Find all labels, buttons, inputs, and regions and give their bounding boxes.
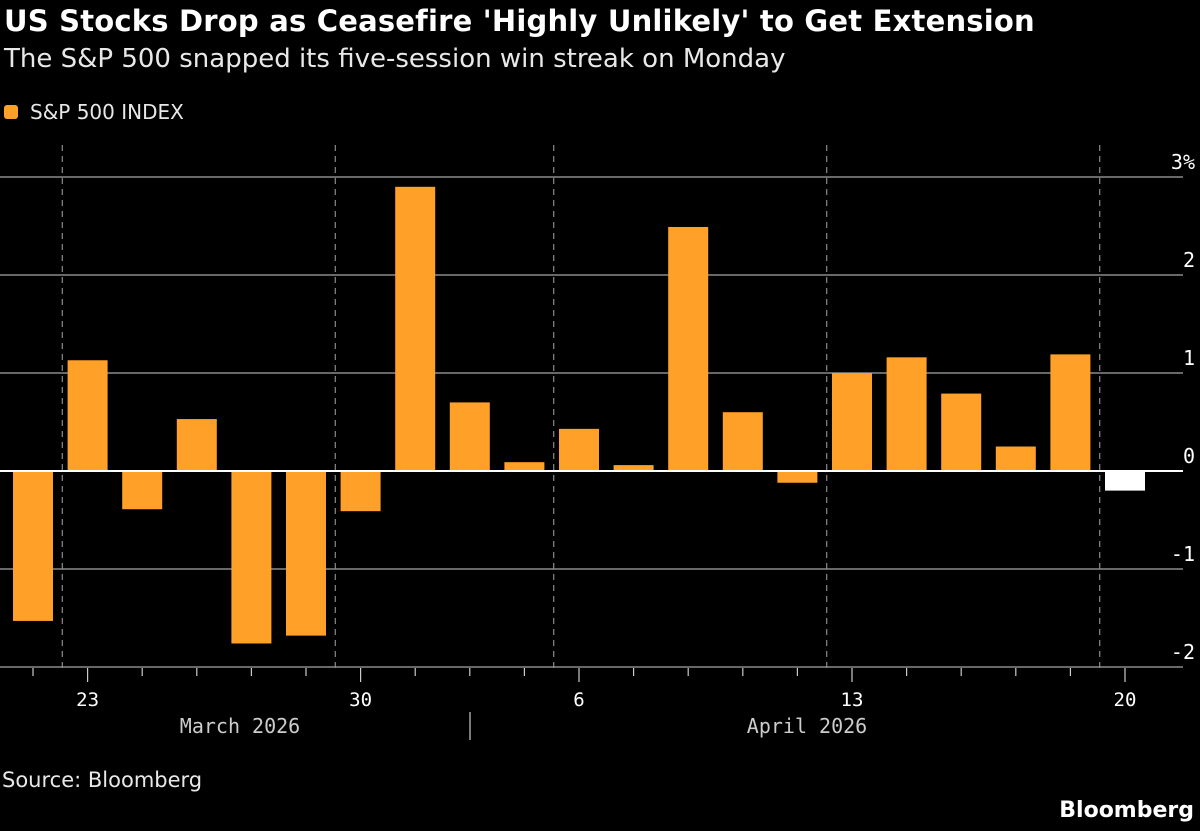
y-tick-label: 0: [1183, 444, 1195, 468]
bar-2026-03-30: [340, 471, 381, 512]
bar-2026-04-13: [832, 373, 872, 471]
bar-2026-03-24: [122, 471, 163, 510]
source-note: Source: Bloomberg: [2, 768, 203, 792]
y-tick-label: 3%: [1171, 150, 1195, 174]
chart-subtitle: The S&P 500 snapped its five-session win…: [4, 44, 786, 74]
bar-2026-04-20: [1105, 471, 1145, 491]
x-tick-label: 6: [573, 689, 584, 711]
y-tick-label: 2: [1183, 248, 1195, 272]
chart-title: US Stocks Drop as Ceasefire 'Highly Unli…: [4, 4, 1035, 38]
bar-2026-04-09: [722, 412, 763, 471]
bar-2026-03-23: [67, 360, 108, 471]
x-tick-label: 23: [76, 689, 99, 711]
bar-2026-04-17: [1050, 354, 1091, 471]
legend-label: S&P 500 INDEX: [30, 100, 184, 124]
y-tick-label: -2: [1171, 640, 1195, 664]
y-tick-label: -1: [1171, 542, 1195, 566]
bar-2026-04-16: [995, 446, 1036, 471]
bar-2026-03-27: [286, 471, 326, 636]
bar-2026-03-25: [176, 419, 217, 471]
month-label-march: March 2026: [180, 714, 300, 738]
bar-2026-03-31: [395, 186, 436, 472]
y-tick-label: 1: [1183, 346, 1195, 370]
x-tick-label: 30: [349, 689, 372, 711]
bar-2026-04-07: [613, 465, 654, 471]
bar-2026-03-26: [231, 471, 272, 644]
bar-2026-03-20: [13, 471, 53, 621]
bar-2026-04-01: [449, 402, 490, 471]
bar-2026-04-08: [668, 226, 709, 471]
x-tick-label: 20: [1114, 689, 1137, 711]
bar-2026-04-10: [777, 471, 818, 483]
legend: S&P 500 INDEX: [4, 100, 184, 124]
bar-chart: 3% 2 1 0 -1 -2 23 30 6 13 20 March 2026 April 2026: [0, 145, 1195, 740]
bar-2026-04-06: [559, 428, 599, 471]
bar-2026-04-02: [504, 462, 545, 471]
bar-2026-04-14: [886, 357, 927, 471]
legend-swatch: [4, 105, 18, 119]
bloomberg-logo: Bloomberg: [1059, 798, 1194, 823]
month-label-april: April 2026: [747, 714, 867, 738]
bar-2026-04-15: [941, 393, 982, 471]
x-tick-label: 13: [841, 689, 864, 711]
